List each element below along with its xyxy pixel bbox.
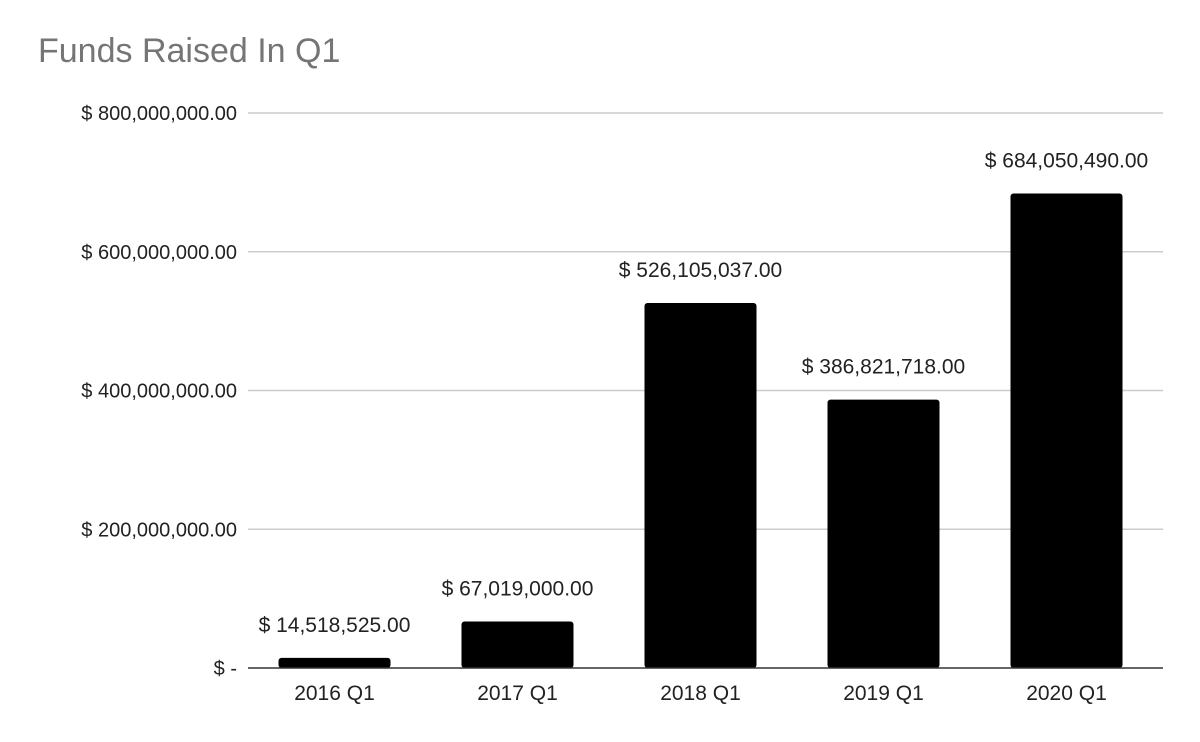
bar-2017-q1 [461,621,574,668]
data-label: $ 67,019,000.00 [442,578,594,601]
y-tick-label: $ 200,000,000.00 [81,519,237,541]
chart-title: Funds Raised In Q1 [38,32,341,70]
bar-2019-q1 [827,399,940,668]
y-tick-label: $ 600,000,000.00 [81,242,237,264]
bar-2016-q1 [278,657,391,668]
y-axis-tick-labels: $ - $ 200,000,000.00 $ 400,000,000.00 $ 600… [81,103,237,680]
x-category-label: 2019 Q1 [843,682,924,705]
bar-2018-q1 [644,303,757,668]
x-category-label: 2017 Q1 [477,682,558,705]
data-label: $ 14,518,525.00 [259,614,411,637]
data-labels: $ 14,518,525.00 $ 67,019,000.00 $ 526,105,… [259,149,1149,636]
data-label: $ 526,105,037.00 [619,259,783,282]
data-label: $ 386,821,718.00 [802,356,966,379]
data-label: $ 684,050,490.00 [985,149,1149,172]
y-tick-label: $ 400,000,000.00 [81,381,237,403]
bars [278,193,1123,668]
y-tick-label: $ - [214,658,237,680]
x-category-label: 2020 Q1 [1026,682,1107,705]
y-tick-label: $ 800,000,000.00 [81,103,237,125]
bar-2020-q1 [1010,193,1123,668]
x-category-label: 2016 Q1 [294,682,375,705]
x-axis-category-labels: 2016 Q1 2017 Q1 2018 Q1 2019 Q1 2020 Q1 [294,682,1107,705]
x-category-label: 2018 Q1 [660,682,741,705]
